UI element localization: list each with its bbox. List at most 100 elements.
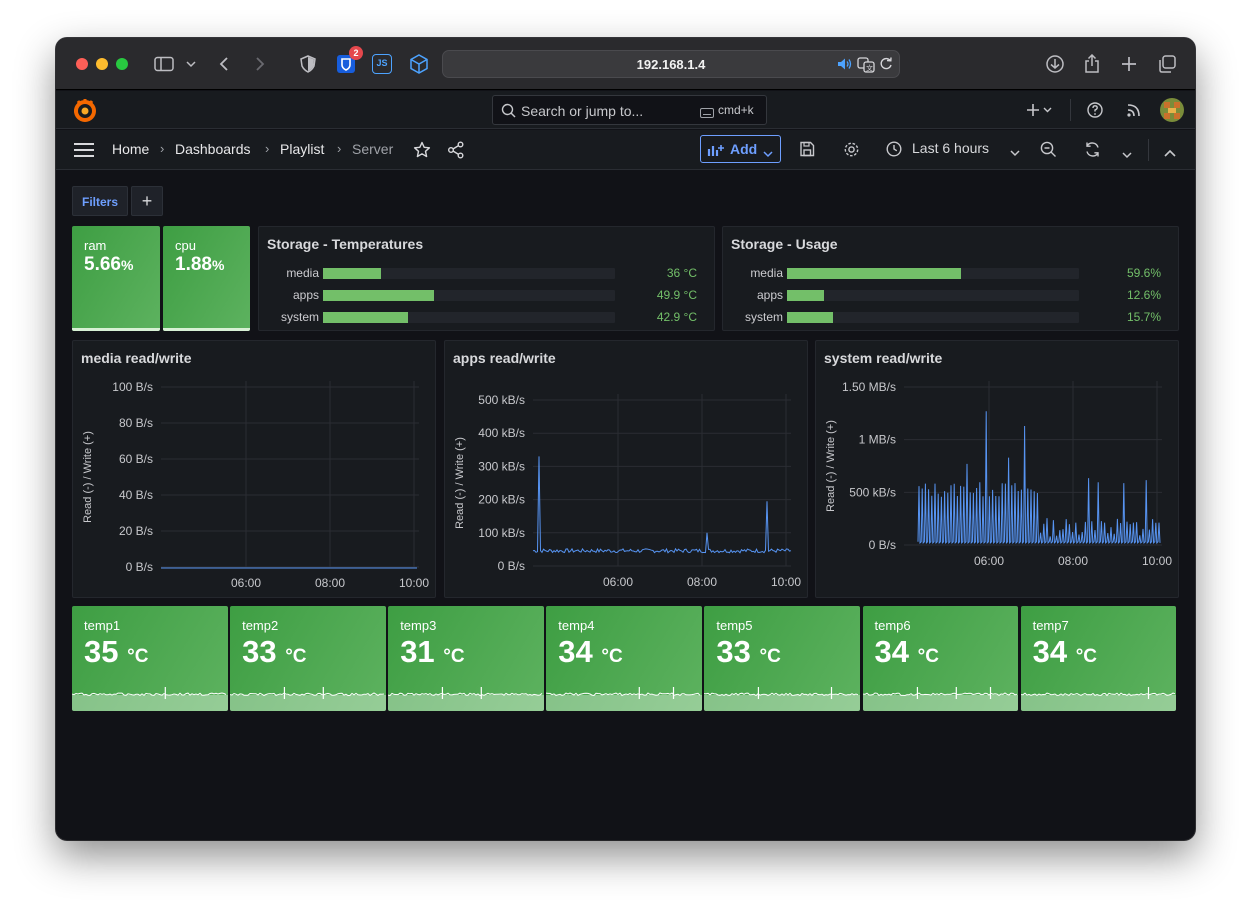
grafana-logo-icon[interactable] [72,97,98,128]
sparkline [230,687,385,699]
back-icon[interactable] [216,52,232,76]
zoom-window-button[interactable] [116,58,128,70]
cpu-label: cpu [175,238,196,253]
temp-stat-panel[interactable]: temp5 33 °C [704,606,860,711]
y-tick-label: 500 kB/s [478,393,525,407]
search-shortcut: cmd+k [718,103,754,117]
sparkline [72,687,227,699]
sparkline-line [546,692,701,697]
storage-usage-value: 15.7% [1126,310,1161,324]
time-range-label: Last 6 hours [912,140,990,156]
share-link-icon[interactable] [447,141,465,164]
sparkline-line [704,692,859,697]
temp-stat-panel[interactable]: temp6 34 °C [862,606,1018,711]
breadcrumb-dashboards[interactable]: Dashboards [175,141,251,157]
star-icon[interactable] [413,141,431,164]
apps-read-write-panel[interactable]: apps read/write 500 kB/s 400 kB/s 300 kB/s… [444,340,808,598]
menu-icon[interactable] [74,143,94,162]
privacy-shield-icon[interactable] [298,52,318,76]
search-input[interactable]: Search or jump to... cmd+k [492,95,767,125]
breadcrumb-bar: Home › Dashboards › Playlist › Server Ad… [56,130,1195,170]
breadcrumb-home[interactable]: Home [112,141,150,157]
extension-badge: 2 [349,46,363,60]
bitwarden-extension-icon[interactable] [335,52,357,76]
cube-extension-icon[interactable] [408,52,430,76]
temp-stat-panel[interactable]: temp2 33 °C [230,606,386,711]
sparkline-line [388,692,543,697]
forward-icon[interactable] [252,52,268,76]
y-tick-label: 60 B/s [119,452,153,466]
tab-overview-icon[interactable] [1156,52,1178,76]
media-chart: 100 B/s 80 B/s 60 B/s 40 B/s 20 B/s 0 B/s 06:0… [82,380,429,590]
sidebar-toggle-icon[interactable] [152,52,176,76]
news-feed-icon[interactable] [1126,102,1142,123]
storage-usage-bar-track [787,312,1079,323]
temp-label: temp1 [84,618,121,633]
filters-button[interactable]: Filters [72,186,128,216]
x-tick-label: 06:00 [603,575,633,589]
downloads-icon[interactable] [1044,52,1066,76]
sparkline-line [72,692,227,697]
save-dashboard-icon[interactable] [799,141,815,162]
settings-gear-icon[interactable] [843,141,860,163]
x-tick-label: 10:00 [1142,554,1172,568]
temp-label: temp4 [558,618,595,633]
browser-window: 2 JS 192.168.1.4 文 [56,38,1195,840]
close-window-button[interactable] [76,58,88,70]
storage-temp-bar-track [323,290,615,301]
js-extension-icon[interactable]: JS [371,52,393,76]
temp-stat-panel[interactable]: temp4 34 °C [546,606,702,711]
reload-icon[interactable] [879,57,893,76]
temp-stat-panel[interactable]: temp3 31 °C [388,606,544,711]
temp-stat-panel[interactable]: temp7 34 °C [1020,606,1177,711]
storage-temp-bar-fill [323,312,408,323]
cpu-progress [163,328,250,331]
ram-label: ram [84,238,107,253]
speaker-icon[interactable] [837,57,853,76]
y-tick-label: 1 MB/s [859,433,896,447]
x-tick-label: 10:00 [771,575,801,589]
translate-icon[interactable]: 文 [857,57,875,78]
new-tab-icon[interactable] [1119,52,1139,76]
sparkline-line [1020,692,1175,697]
breadcrumb-playlist[interactable]: Playlist [280,141,325,157]
help-icon[interactable] [1087,102,1103,123]
minimize-window-button[interactable] [96,58,108,70]
sparkline [388,687,543,699]
storage-temp-label: system [280,310,319,324]
storage-usage-value: 59.6% [1126,266,1161,280]
chevron-down-icon[interactable] [1122,146,1132,164]
storage-temperatures-panel[interactable]: Storage - Temperatures media 36 °C apps 49.… [258,226,715,331]
cpu-stat-panel[interactable]: cpu 1.88% [163,226,250,331]
chevron-down-icon[interactable] [184,52,198,76]
new-plus-icon[interactable] [1026,102,1054,123]
chevron-up-icon[interactable] [1164,145,1176,163]
storage-usage-bar-track [787,290,1079,301]
storage-usage-panel[interactable]: Storage - Usage media 59.6% apps 12.6% syste… [722,226,1179,331]
url-text: 192.168.1.4 [636,57,706,72]
storage-temp-label: apps [292,288,319,302]
series-line [917,411,1161,545]
x-tick-label: 06:00 [974,554,1004,568]
refresh-icon[interactable] [1084,141,1101,163]
time-range-picker[interactable]: Last 6 hours [886,135,1020,163]
add-filter-button[interactable]: + [131,186,163,216]
breadcrumb-server: Server [352,141,394,157]
zoom-out-icon[interactable] [1040,141,1057,163]
apps-chart: 500 kB/s 400 kB/s 300 kB/s 200 kB/s 100 kB/s… [454,393,801,589]
media-read-write-panel[interactable]: media read/write 100 B/s 80 B/s 60 B/s 40 B… [72,340,436,598]
address-bar[interactable]: 192.168.1.4 文 [442,50,900,78]
storage-temp-value: 49.9 °C [656,288,697,302]
sparkline [546,687,701,699]
panel-title: system read/write [824,350,943,366]
y-axis-label: Read (-) / Write (+) [454,437,466,529]
ram-stat-panel[interactable]: ram 5.66% [72,226,160,331]
temp-stat-panel[interactable]: temp1 35 °C [72,606,228,711]
temp-label: temp6 [874,618,911,633]
x-tick-label: 08:00 [1058,554,1088,568]
avatar[interactable] [1160,98,1184,122]
share-icon[interactable] [1082,52,1102,76]
system-read-write-panel[interactable]: system read/write 1.50 MB/s 1 MB/s 500 kB/… [815,340,1179,598]
temp-label: temp7 [1032,618,1069,633]
add-button[interactable]: Add [700,135,781,163]
